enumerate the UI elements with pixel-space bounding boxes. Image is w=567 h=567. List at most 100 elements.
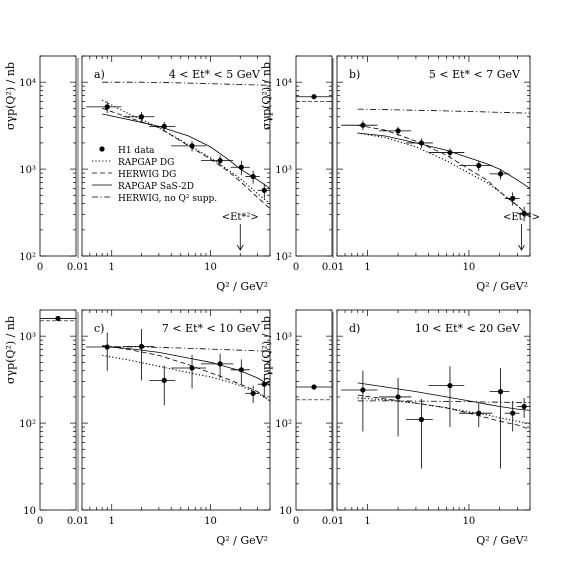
data-point xyxy=(238,367,244,373)
data-point xyxy=(447,149,453,156)
data-point xyxy=(250,173,256,180)
model-curve-dashed xyxy=(357,124,531,218)
data-point xyxy=(476,162,482,169)
h1-data-points xyxy=(341,120,530,222)
plot-frame xyxy=(336,309,531,511)
legend-label: RAPGAP DG xyxy=(118,158,174,168)
y-tick-label: 10² xyxy=(19,252,36,263)
x-tick-label: 0 xyxy=(37,262,43,273)
plot-frame xyxy=(81,55,271,257)
y-tick-label: 10³ xyxy=(19,332,36,343)
data-point xyxy=(395,128,401,134)
model-curve-dotted xyxy=(357,397,531,425)
data-point xyxy=(395,394,401,400)
mean-et2-label: <Et*²> xyxy=(503,212,540,223)
model-curve-dotted xyxy=(102,354,271,402)
mean-et2-arrowhead xyxy=(518,244,525,251)
x-tick-label: 0.01 xyxy=(322,516,344,527)
x-ticks xyxy=(81,56,271,256)
legend-label: HERWIG DG xyxy=(118,170,176,180)
model-curve-solid xyxy=(102,346,271,386)
data-point xyxy=(161,377,167,383)
model-curve-dashed xyxy=(102,345,271,402)
model-curve-dotted xyxy=(357,132,531,218)
y-tick-label: 10⁴ xyxy=(19,78,36,89)
data-point xyxy=(250,390,256,396)
x-ticks xyxy=(336,56,531,256)
photoproduction-point xyxy=(55,315,61,322)
model-curve-solid xyxy=(357,132,531,189)
data-point xyxy=(360,387,366,393)
model-curve-dotted xyxy=(101,99,271,205)
data-point xyxy=(447,382,453,389)
data-point xyxy=(189,143,195,149)
model-curve-dashed xyxy=(102,107,271,209)
x-tick-label: 0.01 xyxy=(67,262,89,273)
data-point xyxy=(510,195,516,201)
panel-a: 10² 10³ 10⁴ 0 0.01 1 10 σγp(Q²) / nb Q² / GeV² a)… xyxy=(4,55,271,293)
data-point xyxy=(104,104,110,110)
photoproduction-point xyxy=(311,384,317,390)
data-point xyxy=(261,381,267,387)
photoproduction-point xyxy=(311,94,317,100)
et-range-label: 4 < Et* < 5 GeV xyxy=(169,68,261,81)
x-tick-label: 1 xyxy=(109,262,115,273)
h1-data-points xyxy=(341,366,530,469)
x-axis-label: Q² / GeV² xyxy=(216,534,268,547)
y-tick-label: 10 xyxy=(279,506,292,517)
y-axis-label: σγp(Q²) / nb xyxy=(260,316,273,384)
data-point xyxy=(418,416,425,423)
panel-b: 10² 10³ 10⁴ 0 0.01 1 10 σγp(Q²) / nb Q² / GeV² b)… xyxy=(260,55,540,293)
y-tick-label: 10² xyxy=(275,252,292,263)
y-ticks xyxy=(40,309,270,511)
panel-label: b) xyxy=(349,68,360,81)
y-tick-label: 10³ xyxy=(275,165,292,176)
data-point xyxy=(510,410,516,416)
h1-data-points xyxy=(86,328,270,406)
x-tick-label: 0.01 xyxy=(67,516,89,527)
data-point xyxy=(104,344,110,350)
x-tick-label: 0 xyxy=(293,262,299,273)
x-axis-label: Q² / GeV² xyxy=(476,534,528,547)
model-curve-dashdot xyxy=(102,346,271,352)
legend-label: HERWIG, no Q² supp. xyxy=(118,194,217,204)
data-point xyxy=(238,164,244,170)
y-axis-label: σγp(Q²) / nb xyxy=(4,62,17,130)
photoproduction-frame xyxy=(39,55,77,257)
x-axis-label: Q² / GeV² xyxy=(216,280,268,293)
legend-label: H1 data xyxy=(118,146,155,156)
data-point xyxy=(497,171,504,177)
panel-c: 10 10² 10³ 0 0.01 1 10 σγp(Q²) / nb Q² / GeV² c) 7… xyxy=(4,309,271,547)
panel-label: d) xyxy=(349,322,360,335)
photoproduction-frame xyxy=(295,55,333,257)
photoproduction-frame xyxy=(295,309,333,511)
x-ticks xyxy=(336,310,531,510)
y-ticks xyxy=(40,55,270,257)
panel-d: 10 10² 10³ 0 0.01 1 10 σγp(Q²) / nb Q² / GeV² d) 1… xyxy=(260,309,531,547)
y-tick-label: 10² xyxy=(19,419,36,430)
x-tick-label: 10 xyxy=(204,516,217,527)
data-point xyxy=(476,410,482,416)
x-tick-label: 10 xyxy=(204,262,217,273)
y-axis-label: σγp(Q²) / nb xyxy=(4,316,17,384)
data-point xyxy=(217,361,223,367)
y-tick-label: 10³ xyxy=(19,165,36,176)
et-range-label: 7 < Et* < 10 GeV xyxy=(162,322,261,335)
data-point xyxy=(189,365,195,371)
model-curve-dashdot xyxy=(102,81,271,86)
y-tick-label: 10³ xyxy=(275,332,292,343)
x-tick-label: 0 xyxy=(293,516,299,527)
x-tick-label: 1 xyxy=(364,262,370,273)
et-range-label: 10 < Et* < 20 GeV xyxy=(415,322,521,335)
x-tick-label: 10 xyxy=(463,516,476,527)
photoproduction-frame xyxy=(39,309,77,511)
data-point xyxy=(521,403,527,410)
data-point xyxy=(161,123,167,129)
mean-et2-arrowhead xyxy=(236,244,244,251)
x-ticks xyxy=(81,310,271,510)
plot-frame xyxy=(81,309,271,511)
y-ticks xyxy=(296,309,530,511)
data-point xyxy=(521,210,527,216)
x-axis-label: Q² / GeV² xyxy=(476,280,528,293)
